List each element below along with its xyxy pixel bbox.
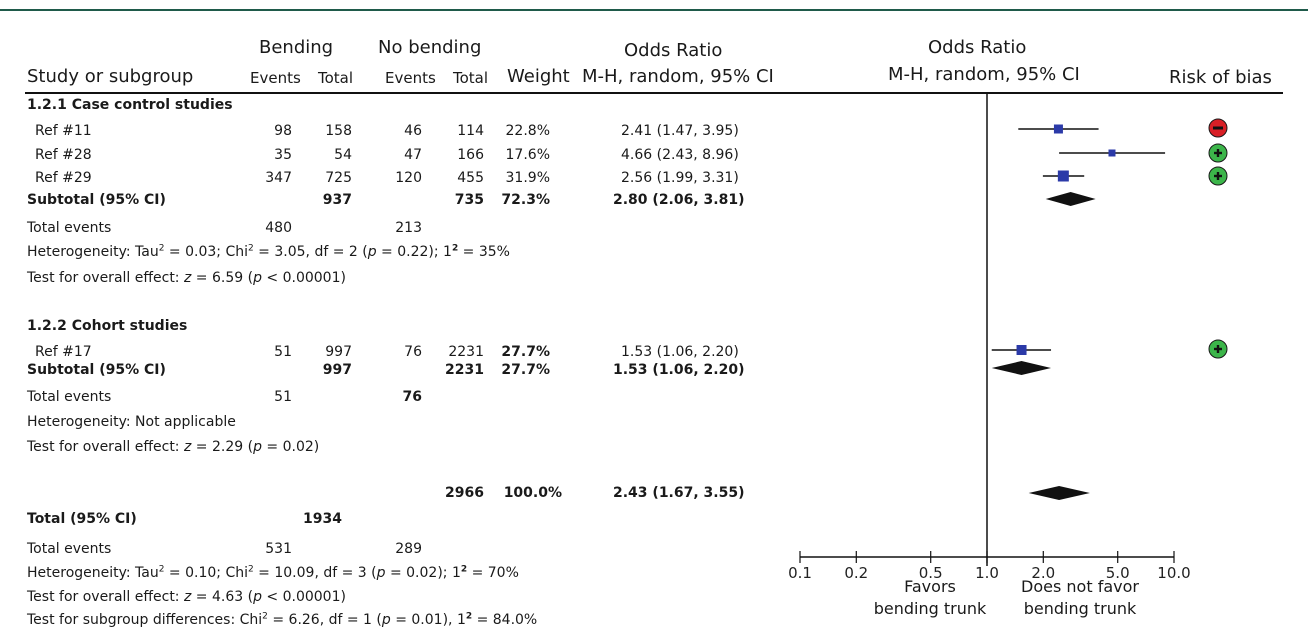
no-bending-total: 2966 (445, 485, 484, 501)
top-border (0, 9, 1308, 11)
study-square (1057, 170, 1069, 182)
x-tick-label: 0.2 (844, 564, 868, 582)
favors-right-line2: bending trunk (1023, 599, 1137, 618)
subtotal-label: Subtotal (95% CI) (27, 192, 166, 208)
no-bending-events-header: Events (385, 69, 436, 87)
bending-total: 725 (325, 170, 352, 186)
method-header: M-H, random, 95% CI (582, 66, 774, 87)
weight-value: 72.3% (501, 192, 550, 208)
no-bending-total: 114 (457, 123, 484, 139)
overall-effect-text: Test for overall effect: z = 4.63 (p < 0… (27, 589, 346, 605)
no-bending-events: 120 (395, 170, 422, 186)
group1-title: 1.2.1 Case control studies (27, 97, 233, 113)
bending-total: 54 (334, 147, 352, 163)
subtotal-label: Subtotal (95% CI) (27, 362, 166, 378)
bending-total-events: 531 (265, 541, 292, 557)
weight-value: 100.0% (503, 485, 562, 501)
odds-ratio-header: Odds Ratio (624, 40, 723, 61)
plot-odds-ratio-header: Odds Ratio (928, 37, 1027, 58)
x-tick-label: 10.0 (1157, 564, 1190, 582)
bending-events: 51 (274, 344, 292, 360)
plus-sign (1216, 172, 1220, 180)
bending-total: 1934 (303, 511, 342, 527)
bending-total-events: 51 (274, 389, 292, 405)
plot-method-header: M-H, random, 95% CI (888, 64, 1080, 85)
subgroup-differences-text: Test for subgroup differences: Chi2 = 6.… (27, 611, 538, 628)
no-bending-total: 455 (457, 170, 484, 186)
odds-ratio-ci: 4.66 (2.43, 8.96) (621, 147, 739, 163)
no-bending-total: 166 (457, 147, 484, 163)
no-bending-total-events: 289 (395, 541, 422, 557)
odds-ratio-ci: 2.43 (1.67, 3.55) (613, 485, 745, 501)
bending-events-header: Events (250, 69, 301, 87)
study-square (1016, 345, 1027, 355)
weight-value: 31.9% (505, 170, 550, 186)
pooled-diamond (1028, 486, 1090, 500)
no-bending-total: 2231 (448, 344, 484, 360)
total-label: Total (95% CI) (27, 511, 137, 527)
x-tick-label: 2.0 (1031, 564, 1055, 582)
study-square (1053, 124, 1063, 134)
study-square (1108, 149, 1116, 157)
x-tick-label: 5.0 (1106, 564, 1130, 582)
plus-sign (1216, 345, 1220, 353)
weight-value: 27.7% (501, 344, 550, 360)
no-bending-total: 2231 (445, 362, 484, 378)
plus-sign (1216, 149, 1220, 157)
no-bending-total-header: Total (453, 69, 489, 87)
no-bending-total-events: 213 (395, 220, 422, 236)
risk-of-bias-header: Risk of bias (1169, 67, 1272, 88)
no-bending-events: 76 (404, 344, 422, 360)
x-tick-label: 1.0 (975, 564, 999, 582)
favors-right-line1: Does not favor (1021, 577, 1139, 596)
bending-total: 158 (325, 123, 352, 139)
bending-total: 997 (322, 362, 352, 378)
header-rule (25, 92, 1283, 94)
total-events-label: Total events (27, 220, 112, 236)
odds-ratio-ci: 2.80 (2.06, 3.81) (613, 192, 745, 208)
weight-header: Weight (507, 66, 570, 87)
overall-effect-text: Test for overall effect: z = 2.29 (p = 0… (27, 439, 320, 455)
odds-ratio-ci: 2.41 (1.47, 3.95) (621, 123, 739, 139)
bending-total: 937 (322, 192, 352, 208)
bending-events: 98 (274, 123, 292, 139)
study-name: Ref #11 (35, 123, 92, 139)
favors-left-line1: Favors (904, 577, 956, 596)
weight-value: 27.7% (501, 362, 550, 378)
no-bending-events: 46 (404, 123, 422, 139)
no-bending-header: No bending (378, 37, 482, 58)
bending-total-header: Total (318, 69, 354, 87)
weight-value: 22.8% (505, 123, 550, 139)
no-bending-events: 47 (404, 147, 422, 163)
favors-left-line2: bending trunk (873, 599, 987, 618)
no-bending-total-events: 76 (402, 389, 422, 405)
no-bending-total: 735 (454, 192, 484, 208)
bending-events: 35 (274, 147, 292, 163)
study-name: Ref #28 (35, 147, 92, 163)
minus-sign (1213, 126, 1223, 130)
x-tick-label: 0.1 (788, 564, 812, 582)
pooled-diamond (1045, 192, 1096, 206)
heterogeneity-text: Heterogeneity: Not applicable (27, 414, 236, 430)
bending-total: 997 (325, 344, 352, 360)
bending-total-events: 480 (265, 220, 292, 236)
total-events-label: Total events (27, 541, 112, 557)
pooled-diamond (991, 361, 1052, 375)
total-events-label: Total events (27, 389, 112, 405)
odds-ratio-ci: 2.56 (1.99, 3.31) (621, 170, 739, 186)
study-name: Ref #17 (35, 344, 92, 360)
weight-value: 17.6% (505, 147, 550, 163)
x-tick-label: 0.5 (919, 564, 943, 582)
bending-header: Bending (259, 37, 334, 58)
group2-title: 1.2.2 Cohort studies (27, 318, 188, 334)
study-header: Study or subgroup (27, 66, 194, 87)
heterogeneity-text: Heterogeneity: Tau2 = 0.03; Chi2 = 3.05,… (27, 243, 510, 260)
odds-ratio-ci: 1.53 (1.06, 2.20) (613, 362, 745, 378)
bending-events: 347 (265, 170, 292, 186)
heterogeneity-text: Heterogeneity: Tau2 = 0.10; Chi2 = 10.09… (27, 564, 519, 581)
study-name: Ref #29 (35, 170, 92, 186)
odds-ratio-ci: 1.53 (1.06, 2.20) (621, 344, 739, 360)
overall-effect-text: Test for overall effect: z = 6.59 (p < 0… (27, 270, 346, 286)
